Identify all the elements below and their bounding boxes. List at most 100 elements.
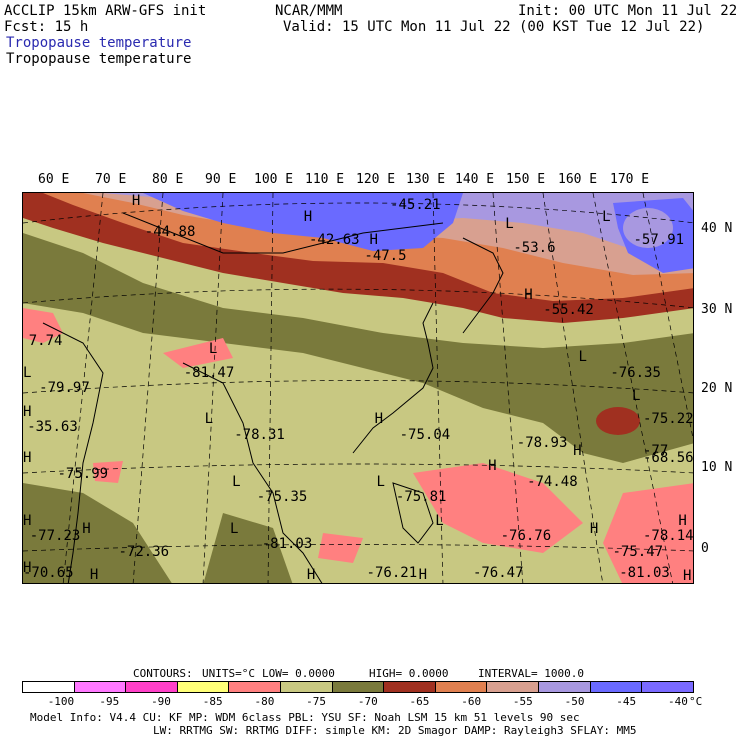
colorbar-swatch bbox=[23, 682, 75, 692]
lon-label: 60 E bbox=[38, 172, 70, 187]
org-label: NCAR/MMM bbox=[275, 3, 343, 19]
low-marker: L bbox=[435, 512, 444, 529]
colorbar-tick: -80 bbox=[254, 695, 275, 708]
colorbar-unit: °C bbox=[689, 695, 703, 708]
temperature-value: -47.5 bbox=[364, 247, 407, 264]
field-title-2: Tropopause temperature bbox=[6, 51, 192, 67]
low-marker: L bbox=[578, 349, 587, 365]
field-title-1: Tropopause temperature bbox=[6, 35, 192, 51]
temperature-value: -76.47 bbox=[472, 565, 524, 581]
map-plot: H H H L L H L L H L H L L H H H L L H H L L H H H H H H H -45.21 -44.… bbox=[22, 192, 694, 584]
colorbar-swatch bbox=[487, 682, 540, 692]
high-marker: H bbox=[678, 512, 687, 529]
low-marker: L bbox=[204, 411, 213, 428]
high-marker: H bbox=[306, 567, 316, 584]
high-marker: H bbox=[23, 450, 32, 467]
model-info-line1: Model Info: V4.4 CU: KF MP: WDM 6class P… bbox=[30, 711, 580, 724]
low-marker: L bbox=[232, 473, 241, 490]
high-marker: H bbox=[374, 411, 384, 428]
high-marker: H bbox=[488, 458, 497, 475]
temperature-value: -77 bbox=[643, 442, 669, 459]
lat-label: 0 bbox=[701, 541, 709, 556]
contours-interval: INTERVAL= 1000.0 bbox=[478, 667, 584, 680]
colorbar-tick: -55 bbox=[512, 695, 533, 708]
high-marker: H bbox=[589, 520, 599, 537]
colorbar-swatch bbox=[281, 682, 333, 692]
lon-label: 130 E bbox=[406, 172, 446, 187]
low-marker: L bbox=[230, 520, 239, 537]
lon-label: 160 E bbox=[558, 172, 598, 187]
temperature-value: 7.74 bbox=[28, 333, 63, 350]
temperature-value: -76.76 bbox=[500, 528, 552, 545]
contours-units: UNITS=°C bbox=[202, 667, 255, 680]
colorbar-swatch bbox=[229, 682, 282, 692]
colorbar-swatch bbox=[177, 682, 230, 692]
model-info-line2: LW: RRTMG SW: RRTMG DIFF: simple KM: 2D … bbox=[153, 724, 637, 737]
colorbar-tick: -50 bbox=[564, 695, 585, 708]
colorbar-swatch bbox=[590, 682, 643, 692]
high-marker: H bbox=[573, 442, 582, 459]
colorbar-swatch bbox=[74, 682, 127, 692]
colorbar-tick: -60 bbox=[461, 695, 482, 708]
temperature-value: -35.63 bbox=[27, 419, 78, 436]
high-marker: H bbox=[89, 567, 99, 584]
temperature-value: -78.31 bbox=[234, 427, 285, 443]
high-marker: H bbox=[131, 193, 141, 209]
temperature-value: -75.81 bbox=[395, 489, 447, 506]
low-marker: L bbox=[208, 341, 218, 358]
valid-time: Valid: 15 UTC Mon 11 Jul 22 (00 KST Tue … bbox=[283, 19, 705, 35]
lon-label: 100 E bbox=[254, 172, 294, 187]
lon-label: 80 E bbox=[152, 172, 184, 187]
temperature-value: -53.6 bbox=[513, 239, 556, 256]
lon-label: 150 E bbox=[506, 172, 546, 187]
colorbar-swatch bbox=[126, 682, 178, 692]
temperature-value: -81.03 bbox=[619, 565, 670, 581]
colorbar-tick: -40 bbox=[668, 695, 688, 708]
temperature-value: -76.35 bbox=[610, 364, 661, 381]
colorbar bbox=[22, 681, 694, 693]
colorbar-swatch bbox=[539, 682, 591, 692]
colorbar-swatch bbox=[435, 682, 488, 692]
forecast-hour: Fcst: 15 h bbox=[4, 19, 89, 35]
high-marker: H bbox=[369, 232, 378, 248]
model-title: ACCLIP 15km ARW-GFS init bbox=[4, 3, 207, 19]
high-marker: H bbox=[303, 208, 313, 225]
lon-label: 110 E bbox=[305, 172, 345, 187]
init-time: Init: 00 UTC Mon 11 Jul 22 bbox=[518, 3, 738, 19]
contours-low: LOW= 0.0000 bbox=[262, 667, 335, 680]
colorbar-tick: -85 bbox=[202, 695, 223, 708]
temperature-value: -70.65 bbox=[23, 565, 74, 581]
temperature-value: -44.88 bbox=[144, 224, 196, 241]
lon-label: 70 E bbox=[95, 172, 127, 187]
high-marker: H bbox=[418, 567, 428, 584]
low-marker: L bbox=[602, 208, 611, 225]
colorbar-tick: -95 bbox=[99, 695, 120, 708]
temperature-value: -57.91 bbox=[633, 232, 685, 248]
high-marker: H bbox=[524, 286, 533, 303]
temperature-value: -78.93 bbox=[516, 434, 568, 451]
temperature-value: -68.56 bbox=[643, 450, 694, 467]
colorbar-swatch bbox=[384, 682, 436, 692]
colorbar-swatch bbox=[332, 682, 385, 692]
temperature-value: -79.97 bbox=[39, 380, 90, 397]
lat-label: 40 N bbox=[701, 221, 733, 236]
temperature-value: -75.47 bbox=[612, 544, 664, 560]
high-marker: H bbox=[683, 568, 692, 584]
lon-label: 90 E bbox=[205, 172, 237, 187]
temperature-value: -55.42 bbox=[543, 302, 594, 319]
colorbar-tick: -90 bbox=[151, 695, 171, 708]
temperature-value: -75.04 bbox=[399, 427, 451, 443]
low-marker: L bbox=[23, 364, 32, 381]
temperature-value: -78.14 bbox=[643, 528, 694, 545]
temperature-value: -74.48 bbox=[527, 473, 578, 490]
lon-label: 140 E bbox=[455, 172, 495, 187]
lat-label: 20 N bbox=[701, 381, 733, 396]
temperature-value: -72.36 bbox=[118, 544, 170, 560]
temperature-value: -42.63 bbox=[309, 232, 360, 248]
lon-label: 120 E bbox=[356, 172, 396, 187]
colorbar-tick: -100 bbox=[47, 695, 75, 708]
high-marker: H bbox=[23, 512, 32, 529]
map-background bbox=[23, 193, 693, 583]
low-marker: L bbox=[505, 216, 514, 233]
high-marker: H bbox=[82, 520, 91, 537]
